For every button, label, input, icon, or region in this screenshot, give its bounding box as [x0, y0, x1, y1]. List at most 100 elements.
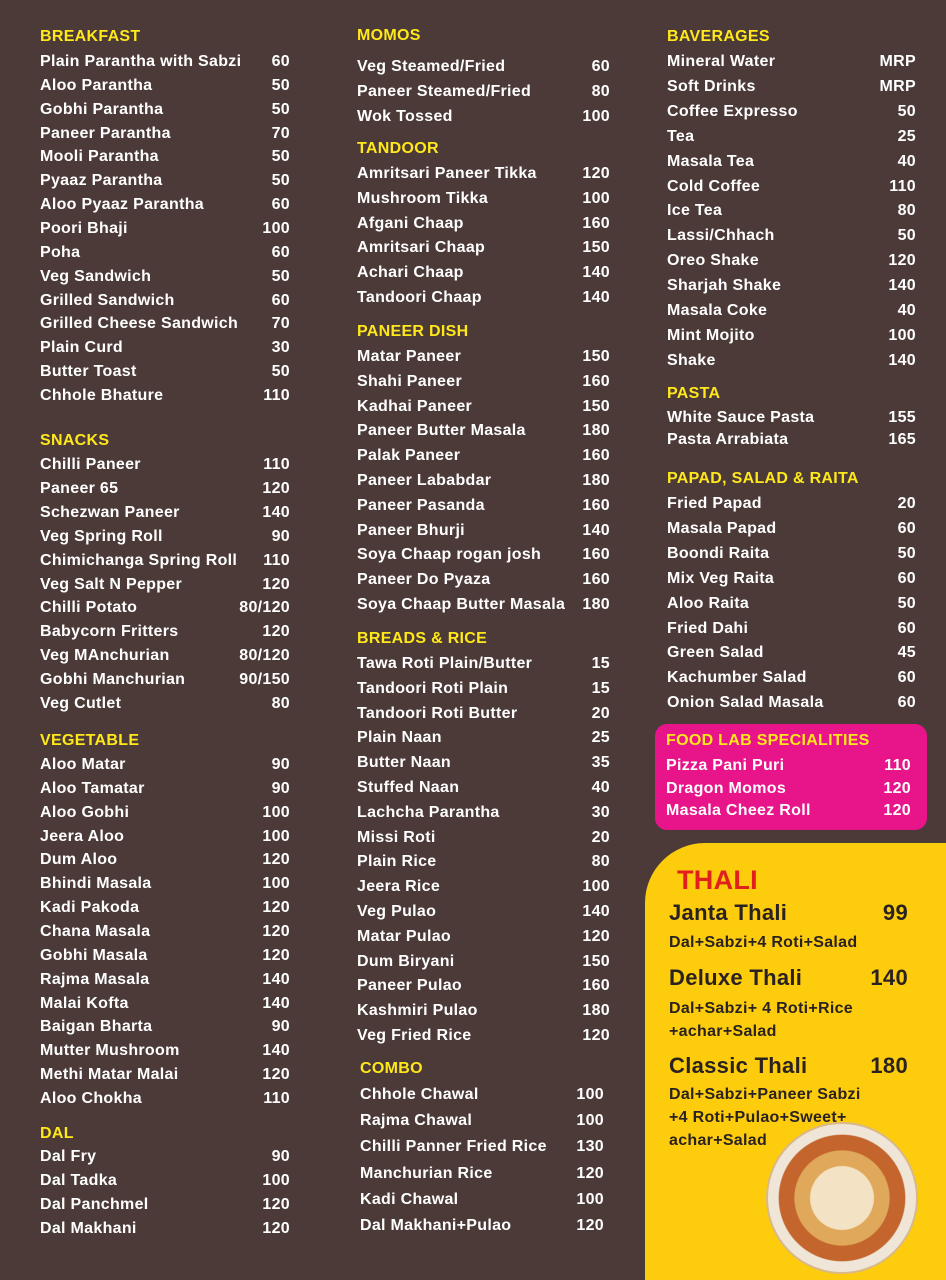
item-price: 150 — [582, 397, 610, 415]
item-name: Babycorn Fritters — [40, 623, 179, 641]
item-price: 100 — [262, 1172, 290, 1189]
item-price: 110 — [884, 757, 911, 774]
item-price: 50 — [897, 102, 916, 120]
item-price: 60 — [271, 291, 290, 309]
item-name: Poori Bhaji — [40, 220, 128, 238]
item-price: 40 — [897, 302, 916, 319]
item-price: 60 — [897, 669, 916, 687]
item-name: Jeera Aloo — [40, 827, 125, 845]
item-price: 120 — [576, 1217, 604, 1234]
thali-description: achar+Salad — [669, 1132, 768, 1149]
item-name: Chimichanga Spring Roll — [40, 551, 238, 569]
item-name: Gobhi Parantha — [40, 100, 164, 118]
item-name: Pyaaz Parantha — [40, 172, 163, 190]
item-price: 180 — [582, 472, 610, 489]
item-price: 40 — [897, 152, 916, 170]
item-name: Veg Spring Roll — [40, 527, 163, 545]
item-name: Achari Chaap — [357, 264, 464, 282]
item-name: Paneer Pasanda — [357, 496, 485, 514]
item-name: Grilled Cheese Sandwich — [40, 315, 239, 333]
item-name: Aloo Gobhi — [40, 803, 130, 821]
item-price: 25 — [897, 127, 916, 145]
item-name: Amritsari Chaap — [357, 239, 486, 257]
item-name: Stuffed Naan — [357, 779, 460, 796]
thali-description: Dal+Sabzi+ 4 Roti+Rice — [669, 1000, 854, 1017]
item-price: 140 — [888, 277, 916, 295]
item-price: 45 — [897, 644, 916, 662]
item-price: 50 — [271, 363, 290, 381]
item-name: Fried Dahi — [667, 619, 749, 637]
item-price: 50 — [897, 594, 916, 612]
item-name: Afgani Chaap — [357, 214, 464, 232]
item-price: 50 — [271, 148, 290, 166]
item-price: 60 — [897, 569, 916, 587]
item-price: 15 — [591, 655, 610, 672]
item-price: 155 — [888, 409, 916, 426]
item-name: Aloo Chokha — [40, 1090, 142, 1108]
item-price: 90 — [271, 756, 290, 773]
item-price: 140 — [582, 903, 610, 920]
item-price: 100 — [888, 326, 916, 344]
item-name: Amritsari Paneer Tikka — [357, 165, 537, 182]
item-price: 165 — [888, 431, 916, 448]
item-name: Masala Cheez Roll — [666, 802, 811, 819]
item-price: 100 — [582, 189, 610, 207]
item-name: Veg Cutlet — [40, 695, 122, 712]
item-price: 100 — [582, 878, 610, 896]
item-price: 30 — [271, 339, 290, 357]
item-price: 100 — [582, 108, 610, 125]
thali-description: +4 Roti+Pulao+Sweet+ — [669, 1109, 847, 1126]
item-price: MRP — [879, 53, 916, 70]
item-price: 180 — [582, 422, 610, 440]
item-name: Manchurian Rice — [360, 1164, 493, 1182]
item-name: Paneer Bhurji — [357, 521, 465, 539]
item-price: 140 — [582, 264, 610, 282]
item-price: 120 — [262, 899, 290, 917]
specialities-box — [655, 724, 927, 830]
item-price: 120 — [883, 779, 911, 797]
item-price: 70 — [271, 315, 290, 333]
item-name: Shahi Paneer — [357, 372, 462, 390]
item-price: 120 — [883, 802, 911, 819]
item-name: Dal Fry — [40, 1148, 97, 1165]
item-name: Plain Naan — [357, 729, 442, 747]
item-name: Dum Aloo — [40, 851, 118, 869]
item-name: Boondi Raita — [667, 544, 770, 562]
item-price: 180 — [582, 1002, 610, 1020]
item-name: Matar Pulao — [357, 927, 451, 945]
item-price: 50 — [271, 172, 290, 190]
item-name: Masala Papad — [667, 519, 777, 537]
item-price: 150 — [582, 952, 610, 970]
item-name: Onion Salad Masala — [667, 694, 824, 712]
item-name: Veg Steamed/Fried — [357, 58, 506, 75]
item-name: Kadhai Paneer — [357, 397, 473, 415]
item-name: Jeera Rice — [357, 878, 441, 896]
item-name: Soya Chaap rogan josh — [357, 546, 542, 564]
item-name: Paneer Steamed/Fried — [357, 83, 532, 100]
section-title: COMBO — [360, 1060, 423, 1077]
item-name: Lachcha Parantha — [357, 803, 500, 821]
item-price: 120 — [262, 479, 290, 497]
section-title: BREADS & RICE — [357, 630, 488, 647]
item-price: 60 — [897, 694, 916, 712]
item-name: Paneer Pulao — [357, 977, 462, 995]
item-name: Mineral Water — [667, 53, 776, 70]
item-name: Aloo Parantha — [40, 76, 153, 94]
item-name: Tandoori Chaap — [357, 289, 482, 306]
item-name: Paneer Parantha — [40, 124, 171, 142]
item-price: 100 — [262, 827, 290, 845]
item-price: 160 — [582, 447, 610, 465]
item-name: Grilled Sandwich — [40, 291, 175, 309]
item-price: 120 — [582, 165, 610, 182]
item-price: 20 — [897, 495, 916, 512]
item-name: Aloo Raita — [667, 594, 750, 612]
thali-title: THALI — [677, 865, 758, 895]
item-price: 50 — [271, 100, 290, 118]
item-name: Chilli Potato — [40, 599, 138, 617]
item-price: 120 — [582, 1027, 610, 1044]
item-name: Gobhi Manchurian — [40, 671, 186, 689]
item-price: 50 — [271, 267, 290, 285]
item-name: Lassi/Chhach — [667, 227, 775, 245]
item-price: 100 — [576, 1086, 604, 1103]
item-name: Plain Curd — [40, 339, 124, 357]
